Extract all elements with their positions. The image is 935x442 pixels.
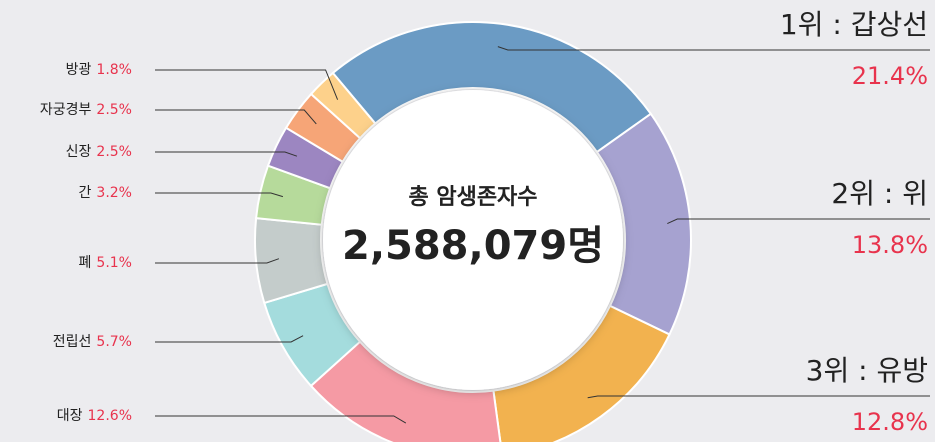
leader-line xyxy=(587,395,930,399)
value-label: 1.8% xyxy=(96,62,132,78)
leader-line xyxy=(155,109,317,125)
center-value: 2,588,079명 xyxy=(342,223,604,269)
leader-line xyxy=(155,69,339,100)
value-label: 21.4% xyxy=(852,62,928,90)
value-label: 13.8% xyxy=(852,231,928,259)
donut xyxy=(254,21,692,442)
center-circle xyxy=(323,90,623,390)
category-label: 2위 : 위 xyxy=(831,177,928,210)
donut-segment xyxy=(309,71,377,140)
category-name: 자궁경부 xyxy=(40,102,92,118)
category-label: 자궁경부 2.5% xyxy=(40,102,132,118)
donut-segment xyxy=(331,21,653,154)
center-title: 총 암생존자수 xyxy=(408,185,537,210)
leader-line xyxy=(667,218,930,225)
category-name: 대장 xyxy=(57,408,83,424)
leader-line xyxy=(155,415,407,424)
value-label: 5.7% xyxy=(96,334,132,350)
category-label: 1위 : 갑상선 xyxy=(780,8,928,41)
category-label: 간 3.2% xyxy=(79,185,132,201)
value-label: 12.6% xyxy=(88,408,132,424)
value-label: 3.2% xyxy=(96,185,132,201)
category-label: 대장 12.6% xyxy=(57,408,132,424)
category-label: 방광 1.8% xyxy=(66,62,132,78)
category-name: 전립선 xyxy=(53,334,92,350)
leader-line xyxy=(155,258,280,264)
leader-line xyxy=(497,46,930,51)
category-label: 신장 2.5% xyxy=(66,144,132,160)
category-name: 신장 xyxy=(66,144,92,160)
value-label: 5.1% xyxy=(96,255,132,271)
leader-line xyxy=(155,335,304,343)
value-label: 2.5% xyxy=(96,102,132,118)
value-label: 12.8% xyxy=(852,408,928,436)
category-name: 방광 xyxy=(66,62,92,78)
leader-line xyxy=(155,151,298,157)
category-name: 폐 xyxy=(79,255,92,271)
category-label: 폐 5.1% xyxy=(79,255,132,271)
value-label: 2.5% xyxy=(96,144,132,160)
category-name: 간 xyxy=(79,185,92,201)
category-label: 전립선 5.7% xyxy=(53,334,132,350)
donut-segment xyxy=(492,304,671,442)
leader-line xyxy=(155,192,284,198)
category-label: 3위 : 유방 xyxy=(806,354,928,387)
